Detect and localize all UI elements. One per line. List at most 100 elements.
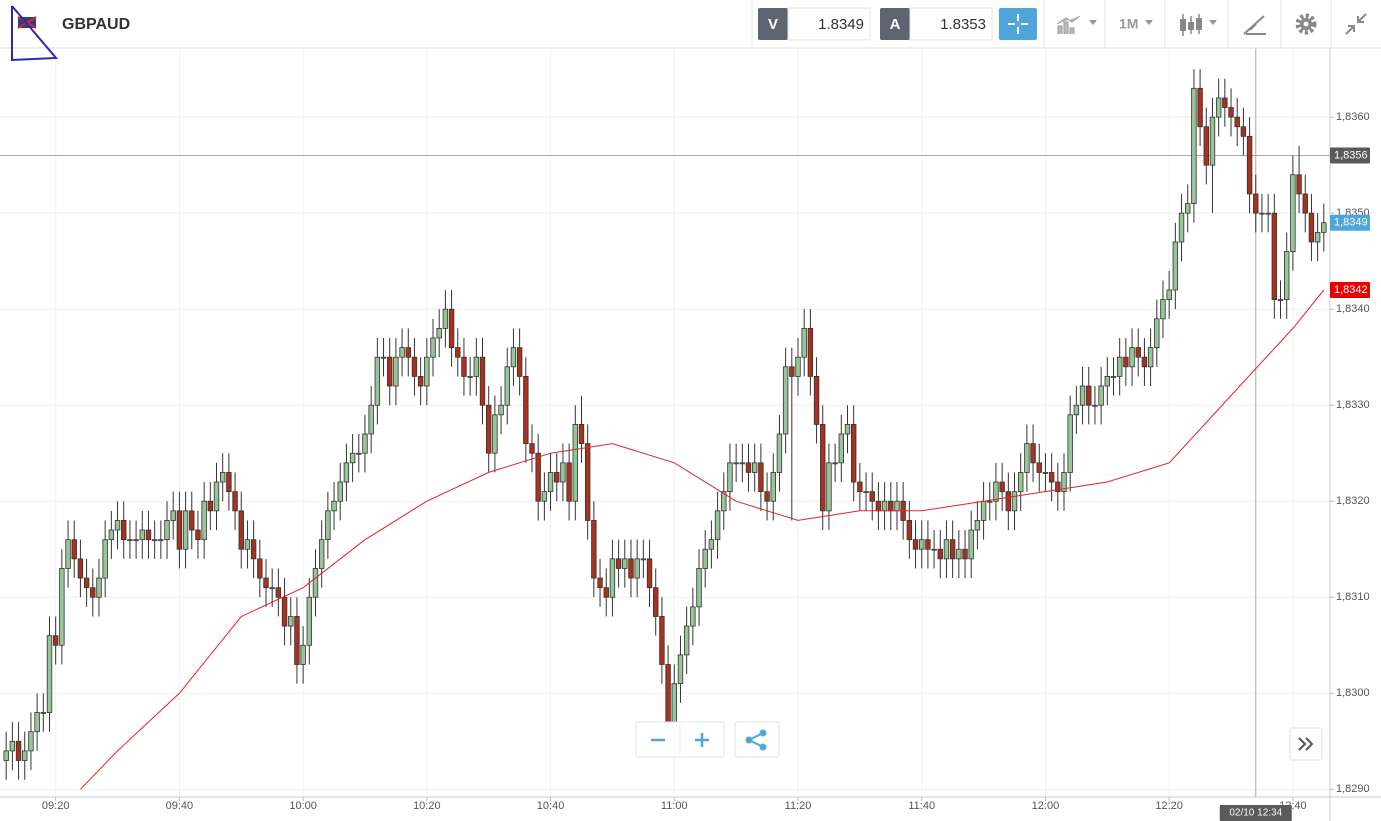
candle-body	[535, 452, 541, 502]
candle-body	[1030, 443, 1036, 464]
candle-body	[399, 347, 405, 358]
price-badge	[1330, 214, 1370, 231]
crosshair-button[interactable]	[999, 8, 1037, 40]
candle-body	[1277, 299, 1284, 301]
candle-body	[770, 472, 776, 502]
candle-body	[15, 740, 22, 761]
candle-body	[782, 366, 789, 435]
candle-body	[127, 539, 133, 542]
collapse-button[interactable]	[1345, 13, 1367, 35]
settings-button[interactable]	[1295, 13, 1317, 35]
candle-body	[795, 356, 801, 377]
candle-body	[374, 356, 381, 406]
candle-body	[1215, 97, 1222, 118]
candle-body	[529, 443, 535, 454]
chart-type-button[interactable]	[1056, 15, 1097, 34]
x-tick-label: 12:20	[1155, 800, 1183, 812]
candle-body	[139, 529, 145, 541]
candle-body	[71, 539, 77, 560]
candle-body	[987, 500, 993, 503]
candle-body	[572, 424, 579, 502]
bid-box[interactable]	[787, 7, 871, 41]
candle-body	[387, 356, 393, 387]
candle-body	[912, 539, 919, 550]
candle-body	[1203, 126, 1209, 166]
chart-type-icon	[1056, 15, 1081, 34]
zoom-in-button[interactable]	[695, 733, 709, 747]
time-badge-label: 02/10 12:34	[1229, 808, 1282, 819]
candle-body	[1160, 299, 1166, 320]
bid-price: 1.8349	[818, 16, 864, 33]
candle-body	[1290, 174, 1296, 252]
candle-body	[813, 376, 820, 425]
candle-body	[962, 548, 968, 560]
candle-body	[547, 472, 554, 493]
price-badge-label: 1,8342	[1334, 284, 1368, 296]
candle-body	[622, 558, 628, 569]
candle-body	[510, 347, 517, 368]
candle-body	[875, 500, 882, 512]
candle-body	[968, 529, 974, 560]
candle-body	[244, 539, 251, 550]
candle-body	[1123, 356, 1129, 368]
candle-body	[232, 491, 238, 512]
candle-body	[436, 327, 442, 339]
candle-body	[516, 347, 523, 377]
candle-body	[3, 750, 9, 761]
candle-body	[467, 376, 473, 378]
candle-body	[479, 356, 486, 406]
candle-body	[1314, 231, 1321, 243]
candle-body	[34, 712, 40, 733]
candle-body	[28, 731, 34, 752]
candle-body	[504, 366, 510, 406]
candle-icon	[1180, 19, 1186, 31]
candle-body	[498, 404, 504, 416]
candle-body	[653, 587, 659, 617]
candle-body	[1154, 318, 1160, 348]
candle-body	[733, 462, 739, 465]
candle-body	[863, 491, 869, 494]
x-tick-label: 12:00	[1032, 800, 1060, 812]
candle-body	[442, 308, 449, 329]
candle-body	[213, 481, 220, 512]
candle-body	[269, 587, 275, 590]
candle-body	[1055, 481, 1061, 493]
candle-body	[714, 510, 721, 541]
candle-body	[22, 750, 28, 761]
candle-body	[671, 683, 677, 723]
draw-tool-button[interactable]	[1243, 15, 1266, 35]
ask-badge[interactable]	[880, 8, 910, 40]
candle-body	[1191, 87, 1197, 204]
candle-body	[721, 491, 727, 512]
candle-body	[424, 356, 430, 387]
candle-body	[980, 500, 987, 521]
drawing-triangle	[11, 5, 59, 62]
candle-body	[603, 587, 609, 598]
ask-price: 1.8353	[940, 16, 986, 33]
x-tick-label: 11:40	[908, 800, 935, 812]
y-tick-label: 1,8320	[1336, 495, 1370, 507]
ask-box[interactable]	[909, 7, 993, 41]
candle-body	[455, 347, 461, 358]
candle-body	[318, 539, 325, 569]
share-button[interactable]	[734, 721, 780, 758]
candle-body	[349, 452, 356, 464]
gear-teeth	[1295, 13, 1317, 35]
gear-hole	[1303, 21, 1309, 27]
price-badge-label: 1,8356	[1334, 149, 1368, 161]
candle-body	[102, 539, 108, 579]
candle-body	[857, 481, 863, 493]
candle-body	[1172, 241, 1179, 291]
timeframe[interactable]: 1M	[1119, 16, 1138, 32]
candle-body	[145, 529, 152, 541]
candle-body	[1017, 472, 1024, 493]
candle-body	[219, 472, 226, 483]
candle-body	[1240, 126, 1247, 137]
candle-body	[1265, 212, 1271, 215]
bid-badge[interactable]	[758, 8, 788, 40]
candle-body	[609, 558, 616, 598]
candle-body	[250, 539, 257, 560]
crosshair-icon	[1008, 14, 1028, 34]
candle-style-button[interactable]	[1180, 14, 1217, 36]
candle-body	[974, 520, 981, 531]
